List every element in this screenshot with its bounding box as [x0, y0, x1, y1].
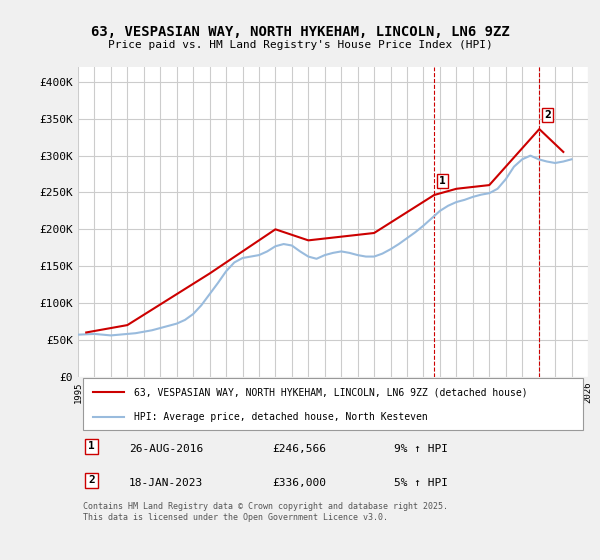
Text: 63, VESPASIAN WAY, NORTH HYKEHAM, LINCOLN, LN6 9ZZ (detached house): 63, VESPASIAN WAY, NORTH HYKEHAM, LINCOL… — [134, 388, 528, 397]
Text: £246,566: £246,566 — [272, 445, 326, 454]
Text: Price paid vs. HM Land Registry's House Price Index (HPI): Price paid vs. HM Land Registry's House … — [107, 40, 493, 50]
Text: HPI: Average price, detached house, North Kesteven: HPI: Average price, detached house, Nort… — [134, 412, 428, 422]
Text: 18-JAN-2023: 18-JAN-2023 — [129, 478, 203, 488]
FancyBboxPatch shape — [83, 379, 583, 430]
Text: 1: 1 — [88, 441, 95, 451]
Text: 2: 2 — [88, 475, 95, 486]
Text: 63, VESPASIAN WAY, NORTH HYKEHAM, LINCOLN, LN6 9ZZ: 63, VESPASIAN WAY, NORTH HYKEHAM, LINCOL… — [91, 25, 509, 39]
Text: 5% ↑ HPI: 5% ↑ HPI — [394, 478, 448, 488]
Text: 26-AUG-2016: 26-AUG-2016 — [129, 445, 203, 454]
Text: £336,000: £336,000 — [272, 478, 326, 488]
Text: 1: 1 — [439, 176, 446, 186]
Text: 2: 2 — [544, 110, 551, 120]
Text: 9% ↑ HPI: 9% ↑ HPI — [394, 445, 448, 454]
Text: Contains HM Land Registry data © Crown copyright and database right 2025.
This d: Contains HM Land Registry data © Crown c… — [83, 502, 448, 522]
